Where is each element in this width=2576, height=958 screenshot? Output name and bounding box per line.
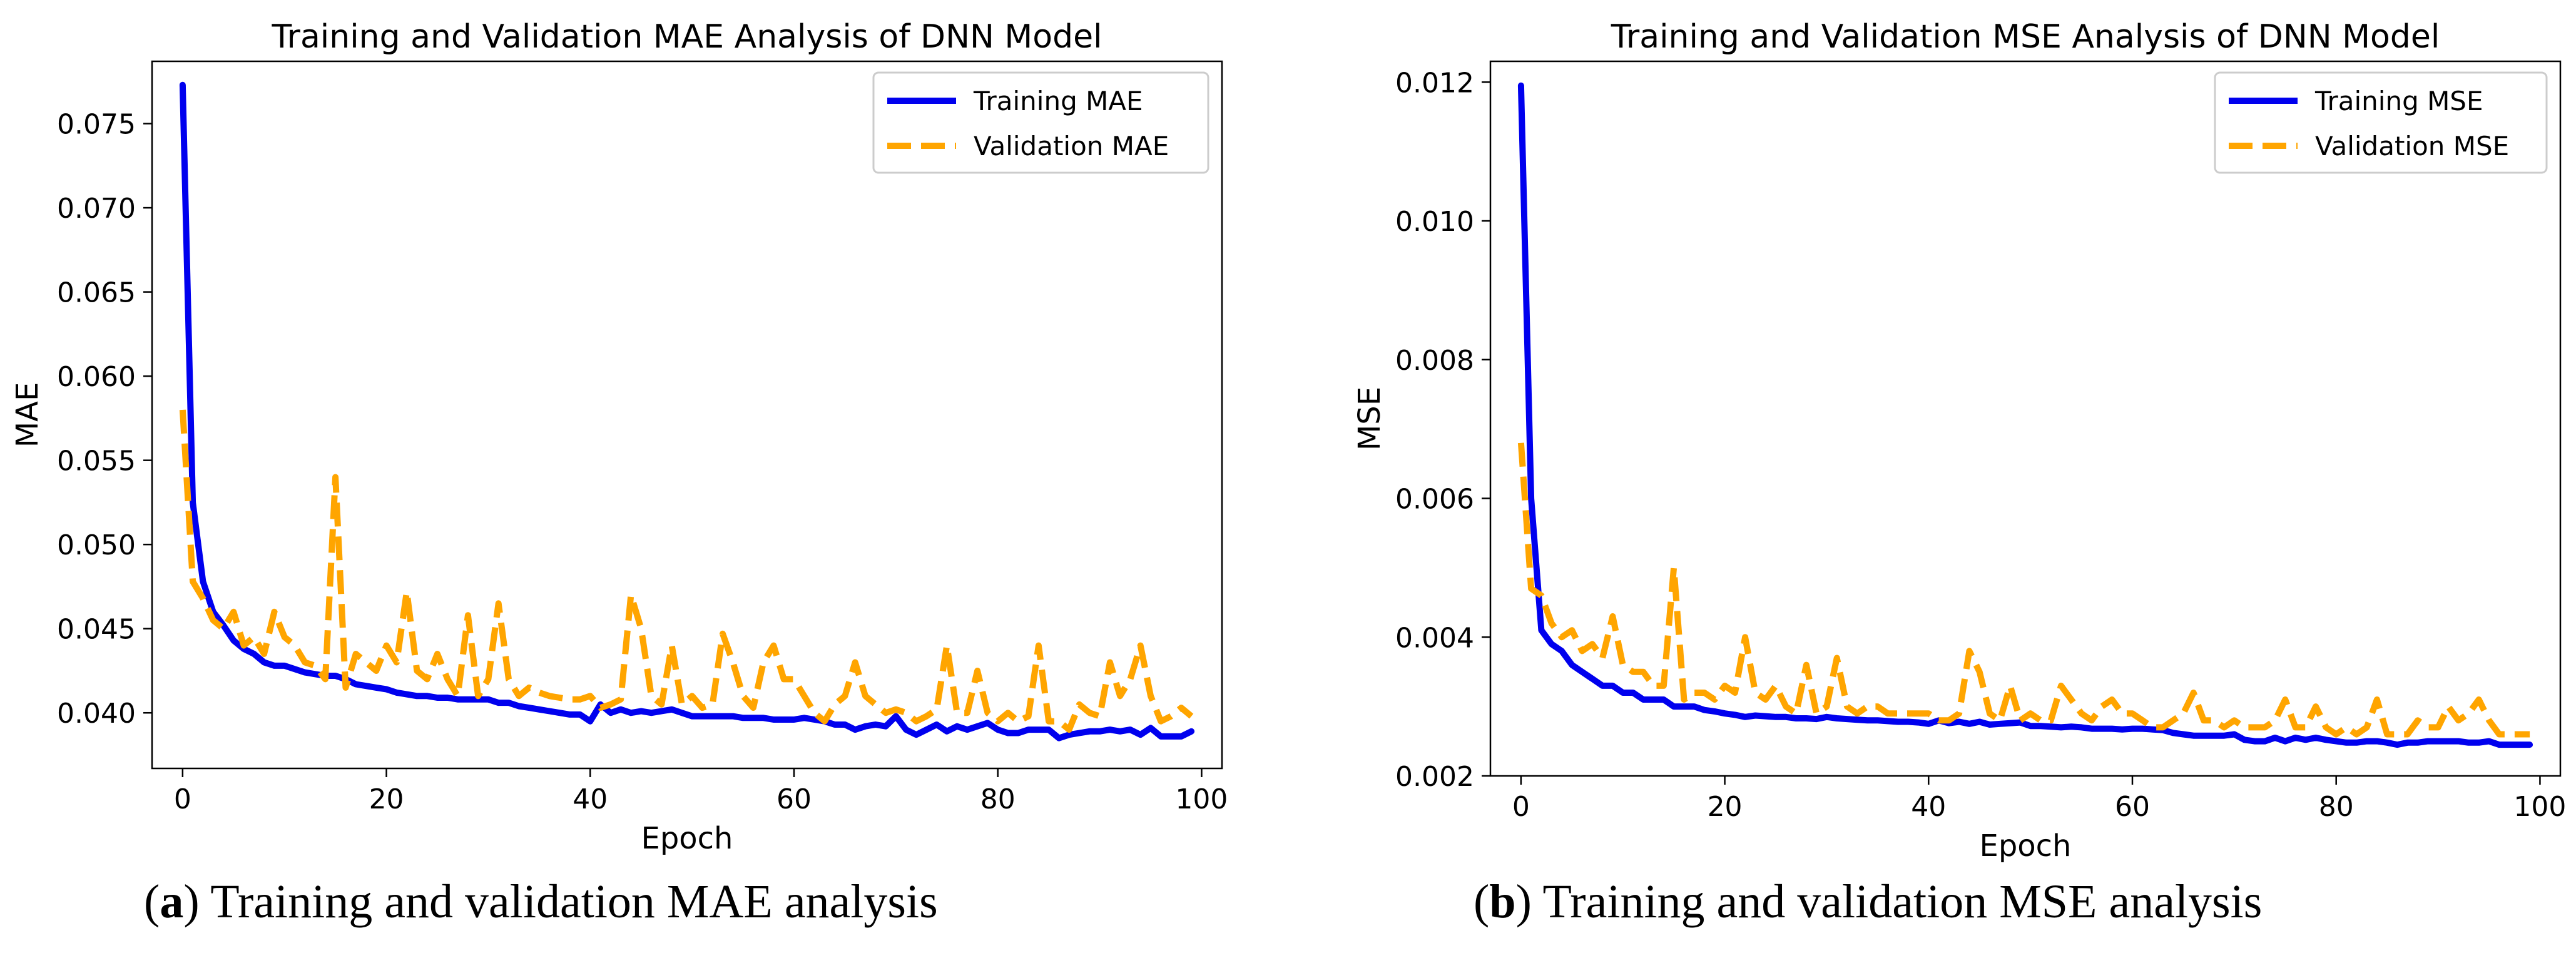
legend-label-training: Training MSE bbox=[2314, 86, 2483, 116]
legend-label-validation: Validation MAE bbox=[974, 131, 1169, 161]
x-tick-label: 100 bbox=[2513, 791, 2566, 823]
caption-b-letter: b bbox=[1489, 875, 1516, 928]
x-tick-label: 60 bbox=[776, 783, 812, 815]
series-line-training bbox=[1517, 82, 2533, 748]
series-line-training bbox=[179, 81, 1195, 741]
y-tick-label: 0.075 bbox=[57, 109, 136, 141]
plot-frame bbox=[1489, 60, 2562, 777]
y-tick-label: 0.012 bbox=[1395, 67, 1474, 99]
legend: Training MAE Validation MAE bbox=[872, 71, 1209, 174]
caption-a: (a) Training and validation MAE analysis bbox=[144, 875, 938, 928]
y-tick-label: 0.060 bbox=[57, 361, 136, 393]
caption-a-text: Training and validation MAE analysis bbox=[210, 875, 938, 928]
x-tick-label: 80 bbox=[980, 783, 1016, 815]
y-tick-label: 0.045 bbox=[57, 614, 136, 646]
x-tick-label: 0 bbox=[174, 783, 191, 815]
y-tick-label: 0.010 bbox=[1395, 206, 1474, 238]
y-tick-label: 0.070 bbox=[57, 193, 136, 225]
x-tick-label: 20 bbox=[1708, 791, 1743, 823]
x-tick-label: 80 bbox=[2319, 791, 2354, 823]
legend-box bbox=[2214, 71, 2548, 174]
caption-b-text: Training and validation MSE analysis bbox=[1542, 875, 2263, 928]
plot-frame bbox=[151, 60, 1223, 770]
x-axis-label: Epoch bbox=[641, 821, 733, 856]
caption-b: (b) Training and validation MSE analysis bbox=[1474, 875, 2263, 928]
y-tick-label: 0.055 bbox=[57, 446, 136, 477]
x-tick-label: 40 bbox=[1911, 791, 1946, 823]
legend-label-training: Training MAE bbox=[973, 86, 1143, 116]
y-tick-label: 0.002 bbox=[1395, 761, 1474, 793]
y-tick-label: 0.065 bbox=[57, 277, 136, 309]
y-axis-label: MAE bbox=[10, 382, 45, 448]
x-axis-label: Epoch bbox=[1980, 828, 2072, 864]
x-tick-label: 40 bbox=[573, 783, 608, 815]
x-tick-label: 60 bbox=[2115, 791, 2150, 823]
x-tick-label: 20 bbox=[369, 783, 404, 815]
chart-title: Training and Validation MSE Analysis of … bbox=[1611, 18, 2440, 56]
series-line-validation bbox=[179, 409, 1194, 733]
y-tick-label: 0.006 bbox=[1395, 484, 1474, 516]
legend-box bbox=[872, 71, 1209, 174]
y-axis-label: MSE bbox=[1352, 387, 1387, 451]
mae-chart: Training and Validation MAE Analysis of … bbox=[10, 18, 1228, 856]
legend-label-validation: Validation MSE bbox=[2315, 131, 2509, 161]
y-tick-label: 0.008 bbox=[1395, 345, 1474, 377]
caption-a-letter: a bbox=[160, 875, 184, 928]
mse-chart: Training and Validation MSE Analysis of … bbox=[1352, 18, 2566, 864]
chart-title: Training and Validation MAE Analysis of … bbox=[271, 18, 1102, 56]
series-line-validation bbox=[1517, 442, 2530, 738]
y-tick-label: 0.050 bbox=[57, 529, 136, 561]
x-tick-label: 100 bbox=[1175, 783, 1228, 815]
legend: Training MSE Validation MSE bbox=[2214, 71, 2548, 174]
y-tick-label: 0.040 bbox=[57, 698, 136, 730]
y-tick-label: 0.004 bbox=[1395, 622, 1474, 654]
x-tick-label: 0 bbox=[1512, 791, 1530, 823]
